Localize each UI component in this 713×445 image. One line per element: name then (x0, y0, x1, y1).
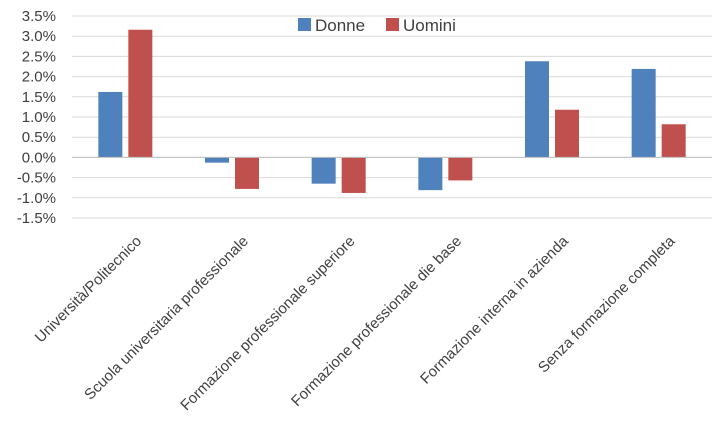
bar-uomini-6 (661, 124, 686, 158)
bar-donne-1 (98, 91, 123, 158)
bar-uomini-4 (448, 157, 473, 181)
category-label-4: Formazione professionale die base (288, 233, 465, 410)
y-tick-label: 0.5% (22, 129, 56, 146)
bars (98, 29, 686, 193)
legend: Donne Uomini (298, 16, 456, 35)
bar-uomini-5 (555, 109, 579, 158)
bar-donne-2 (205, 157, 229, 163)
y-axis-tick-labels: 3.5% 3.0% 2.5% 2.0% 1.5% 1.0% 0.5% 0.0% -0.5% -1.… (17, 8, 56, 227)
bar-donne-4 (418, 157, 443, 191)
y-tick-label: 3.5% (22, 8, 56, 25)
y-tick-label: -0.5% (17, 170, 56, 187)
bar-uomini-2 (235, 157, 259, 189)
bar-donne-6 (631, 68, 656, 158)
bar-donne-5 (525, 61, 549, 158)
category-label-3: Formazione professionale superiore (177, 233, 358, 414)
y-tick-label: 1.5% (22, 89, 56, 106)
category-label-1: Università/Politecnico (32, 233, 145, 346)
y-tick-label: -1.0% (17, 190, 56, 207)
legend-swatch-uomini (386, 18, 399, 31)
bar-donne-3 (311, 157, 336, 184)
legend-label-uomini: Uomini (403, 16, 456, 35)
y-tick-label: 0.0% (22, 149, 56, 166)
y-tick-label: 3.0% (22, 28, 56, 45)
y-tick-label: -1.5% (17, 210, 56, 227)
y-tick-label: 2.5% (22, 48, 56, 65)
gridlines (72, 15, 712, 219)
y-tick-label: 1.0% (22, 109, 56, 126)
legend-swatch-donne (298, 18, 311, 31)
y-tick-label: 2.0% (22, 69, 56, 86)
bar-uomini-1 (128, 29, 153, 158)
bar-uomini-3 (341, 157, 366, 193)
legend-label-donne: Donne (315, 16, 365, 35)
